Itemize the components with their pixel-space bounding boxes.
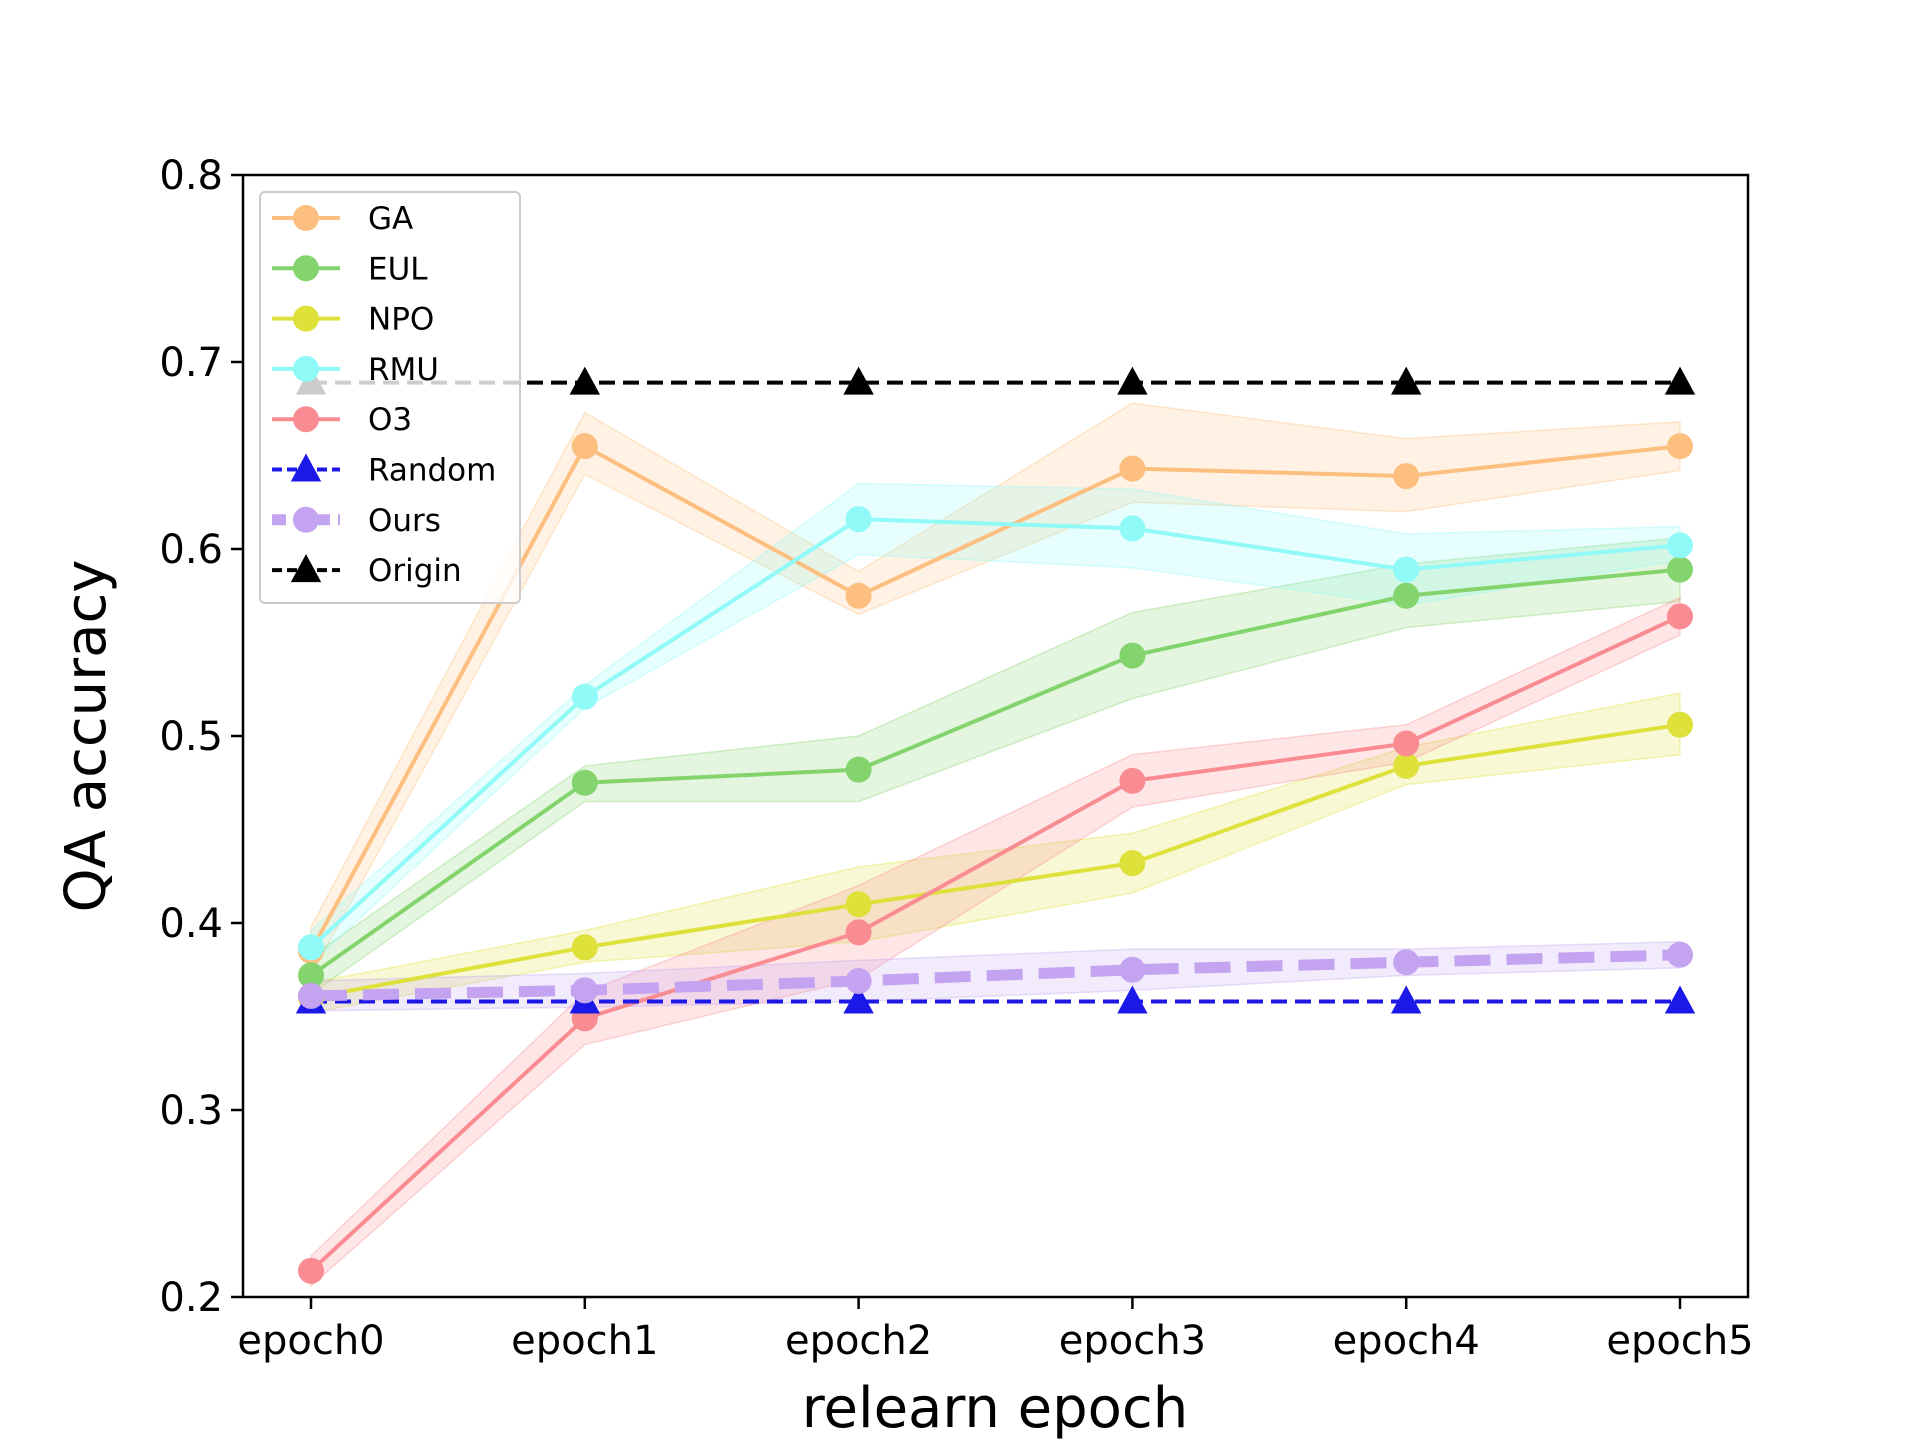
legend-marker-origin [290,554,322,583]
point-o3 [845,919,872,946]
x-tick-label: epoch2 [785,1318,932,1364]
x-tick-label: epoch4 [1333,1318,1480,1364]
point-npo [571,934,598,961]
point-eul [1667,556,1693,583]
point-random [843,985,874,1014]
point-ga [1393,463,1420,490]
y-axis-title: QA accuracy [54,560,119,913]
legend-label-npo: NPO [368,302,434,338]
point-ours [1393,949,1420,976]
point-random [1391,985,1422,1014]
point-o3 [298,1257,324,1284]
x-axis-title: relearn epoch [802,1376,1188,1440]
point-rmu [1119,515,1146,542]
point-ga [571,433,598,460]
point-eul [845,756,872,783]
point-origin [1117,366,1148,395]
point-o3 [1667,603,1693,630]
legend-label-ours: Ours [368,503,441,539]
point-rmu [571,683,598,710]
y-tick-label: 0.7 [159,340,223,386]
series-lines [309,380,1681,1273]
line-rmu [309,517,1681,949]
x-tick-label: epoch5 [1606,1318,1753,1364]
y-tick-label: 0.8 [159,153,223,199]
x-tick-label: epoch1 [511,1318,658,1364]
point-rmu [1393,556,1420,583]
x-axis: epoch0 epoch1 epoch2 epoch3 epoch4 epoch5 [237,1297,1754,1364]
legend-label-origin: Origin [368,553,462,589]
line-ours [310,949,1681,1002]
point-npo [1119,850,1146,877]
legend-label-ga: GA [368,201,413,237]
point-ours [1667,941,1693,968]
point-random [1664,985,1696,1014]
point-npo [845,891,872,918]
y-tick-label: 0.2 [159,1275,223,1321]
legend-label-random: Random [368,453,496,489]
legend-marker-ours [293,506,319,533]
legend-marker-npo [293,305,319,332]
x-tick-label: epoch0 [237,1318,384,1364]
legend-marker-o3 [293,406,319,433]
point-ours [571,977,598,1004]
point-ours [1119,956,1146,983]
legend-label-o3: O3 [368,402,412,438]
point-ours [298,982,324,1009]
point-o3 [1119,767,1146,794]
point-origin [1664,366,1696,395]
point-o3 [1393,730,1420,757]
point-origin [1391,366,1422,395]
point-npo [1667,711,1693,738]
point-npo [1393,752,1420,779]
y-axis: 0.2 0.3 0.4 0.5 0.6 0.7 0.8 [159,153,243,1321]
band-npo [310,692,1681,1014]
band-o3 [310,596,1681,1288]
legend-box [259,191,521,604]
point-rmu [298,934,324,961]
point-random [1117,985,1148,1014]
y-tick-label: 0.5 [159,714,223,760]
legend-marker-eul [293,255,319,282]
point-origin [843,366,874,395]
legend-marker-ga [293,205,319,231]
line-o3 [309,614,1681,1273]
point-ga [1667,433,1693,460]
line-npo [310,722,1681,1000]
point-ours [845,967,872,994]
point-eul [298,962,324,989]
legend-label-eul: EUL [368,251,428,287]
y-tick-label: 0.3 [159,1088,223,1134]
point-eul [571,769,598,796]
line-ga [309,444,1681,953]
point-ga [1119,455,1146,482]
point-origin [569,366,600,395]
point-eul [1393,582,1420,609]
legend-marker-rmu [293,355,319,382]
point-rmu [845,506,872,533]
legend-marker-random [290,453,322,482]
y-tick-label: 0.4 [159,901,223,947]
point-ga [845,582,872,609]
point-rmu [1667,532,1693,559]
y-tick-label: 0.6 [159,527,223,573]
point-eul [1119,642,1146,669]
line-eul [309,567,1681,977]
legend-label-rmu: RMU [368,352,439,388]
x-tick-label: epoch3 [1059,1318,1206,1364]
legend: GA EUL NPO RMU O3 Random Ours Origin [259,191,521,604]
